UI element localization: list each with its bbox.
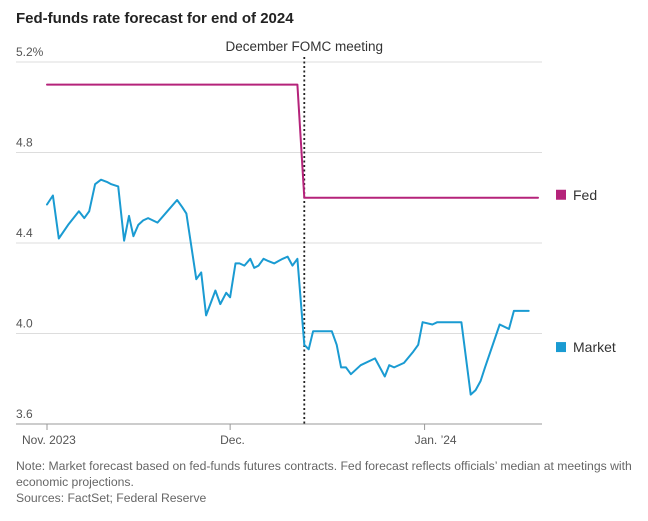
y-tick-label: 4.8: [16, 136, 33, 150]
x-tick-label: Jan. ’24: [415, 433, 457, 447]
y-tick-label: 3.6: [16, 407, 33, 421]
x-axis-ticks: Nov. 2023 Dec. Jan. ’24: [22, 424, 457, 447]
fomc-meeting-label: December FOMC meeting: [226, 39, 384, 54]
x-tick-label: Dec.: [220, 433, 245, 447]
legend-label-market: Market: [573, 339, 616, 355]
y-tick-label: 4.0: [16, 317, 33, 331]
legend: Fed Market: [556, 187, 616, 355]
chart-footnote: Note: Market forecast based on fed-funds…: [16, 458, 636, 506]
y-tick-label: 4.4: [16, 226, 33, 240]
legend-swatch-market: [556, 342, 566, 353]
chart-title: Fed-funds rate forecast for end of 2024: [16, 10, 294, 27]
series-lines: [46, 83, 539, 396]
legend-swatch-fed: [556, 189, 566, 200]
sources-text: Sources: FactSet; Federal Reserve: [16, 491, 207, 505]
x-tick-label: Nov. 2023: [22, 433, 76, 447]
series-line-fed: [46, 83, 539, 199]
line-chart: 5.2% 4.8 4.4 4.0 3.6 Nov. 2023 Dec. Jan. ’24 D…: [16, 39, 616, 447]
y-tick-label: 5.2%: [16, 45, 44, 59]
series-line-market: [46, 178, 530, 396]
gridlines: [16, 61, 542, 425]
legend-label-fed: Fed: [573, 187, 597, 203]
y-axis-ticks: 5.2% 4.8 4.4 4.0 3.6: [16, 45, 44, 421]
note-text: Note: Market forecast based on fed-funds…: [16, 459, 632, 489]
